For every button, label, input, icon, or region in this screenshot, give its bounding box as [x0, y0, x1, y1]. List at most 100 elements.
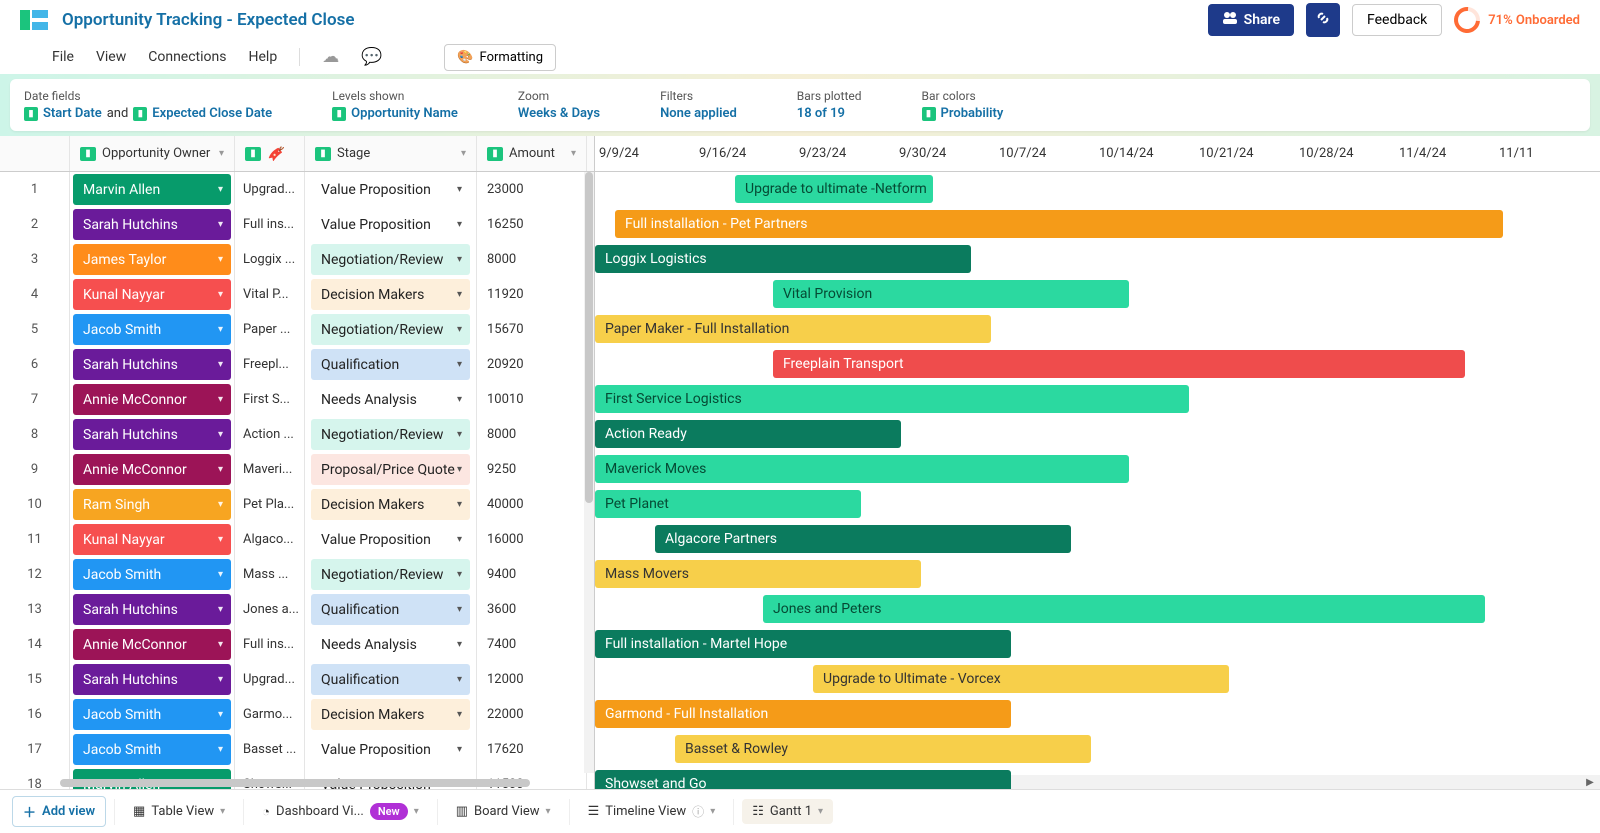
tab-dashboard-view[interactable]: ◔Dashboard Vi...New▾ [252, 798, 429, 825]
amount-cell[interactable]: 9400 [477, 557, 587, 592]
amount-cell[interactable]: 3600 [477, 592, 587, 627]
link-button[interactable] [1306, 3, 1340, 37]
col-header-tag[interactable]: ▮ 🔖 [235, 136, 305, 171]
owner-cell[interactable]: James Taylor▾ [70, 242, 235, 277]
horizontal-scrollbar-left[interactable] [60, 777, 594, 789]
desc-cell[interactable]: Upgrad... [235, 662, 305, 697]
desc-cell[interactable]: Paper ... [235, 312, 305, 347]
gantt-bar[interactable]: Algacore Partners [655, 525, 1071, 553]
col-header-owner[interactable]: ▮ Opportunity Owner ▾ [70, 136, 235, 171]
tab-gantt[interactable]: ☷Gantt 1▾ [742, 799, 833, 824]
filter-filters[interactable]: Filters None applied [660, 89, 737, 121]
menu-connections[interactable]: Connections [148, 49, 226, 65]
stage-cell[interactable]: Needs Analysis▾ [305, 627, 477, 662]
table-row[interactable]: 3James Taylor▾Loggix ...Negotiation/Revi… [0, 242, 594, 277]
amount-cell[interactable]: 16250 [477, 207, 587, 242]
stage-cell[interactable]: Decision Makers▾ [305, 277, 477, 312]
table-row[interactable]: 14Annie McConnor▾Full ins...Needs Analys… [0, 627, 594, 662]
owner-cell[interactable]: Jacob Smith▾ [70, 557, 235, 592]
gantt-bar[interactable]: Loggix Logistics [595, 245, 971, 273]
desc-cell[interactable]: Maveri... [235, 452, 305, 487]
gantt-bar[interactable]: Jones and Peters [763, 595, 1485, 623]
tab-timeline-view[interactable]: ☰Timeline Viewⓘ▾ [578, 798, 726, 825]
filter-date-fields[interactable]: Date fields ▮ Start Date and ▮ Expected … [24, 89, 272, 121]
amount-cell[interactable]: 10010 [477, 382, 587, 417]
amount-cell[interactable]: 12000 [477, 662, 587, 697]
table-body[interactable]: 1Marvin Allen▾Upgrad...Value Proposition… [0, 172, 594, 789]
table-row[interactable]: 15Sarah Hutchins▾Upgrad...Qualification▾… [0, 662, 594, 697]
owner-cell[interactable]: Marvin Allen▾ [70, 172, 235, 207]
amount-cell[interactable]: 8000 [477, 417, 587, 452]
filter-bar-colors[interactable]: Bar colors ▮Probability [922, 89, 1004, 121]
amount-cell[interactable]: 9250 [477, 452, 587, 487]
help-icon[interactable]: ⓘ [692, 803, 704, 820]
gantt-bar[interactable]: Showset and Go [595, 770, 1011, 789]
gantt-bar[interactable]: Paper Maker - Full Installation [595, 315, 991, 343]
table-row[interactable]: 2Sarah Hutchins▾Full ins...Value Proposi… [0, 207, 594, 242]
owner-cell[interactable]: Kunal Nayyar▾ [70, 277, 235, 312]
desc-cell[interactable]: Pet Pla... [235, 487, 305, 522]
amount-cell[interactable]: 20920 [477, 347, 587, 382]
desc-cell[interactable]: Full ins... [235, 627, 305, 662]
owner-cell[interactable]: Annie McConnor▾ [70, 382, 235, 417]
col-header-amount[interactable]: ▮ Amount ▾ [477, 136, 587, 171]
table-row[interactable]: 6Sarah Hutchins▾Freepl...Qualification▾2… [0, 347, 594, 382]
stage-cell[interactable]: Negotiation/Review▾ [305, 242, 477, 277]
desc-cell[interactable]: Action ... [235, 417, 305, 452]
owner-cell[interactable]: Ram Singh▾ [70, 487, 235, 522]
stage-cell[interactable]: Value Proposition▾ [305, 522, 477, 557]
onboard-indicator[interactable]: 71% Onboarded [1454, 7, 1580, 33]
scrollbar-thumb[interactable] [585, 172, 593, 503]
filter-bars-plotted[interactable]: Bars plotted 18 of 19 [797, 89, 862, 121]
share-button[interactable]: Share [1208, 4, 1294, 36]
menu-help[interactable]: Help [249, 49, 278, 65]
gantt-bar[interactable]: Maverick Moves [595, 455, 1129, 483]
stage-cell[interactable]: Needs Analysis▾ [305, 382, 477, 417]
table-row[interactable]: 8Sarah Hutchins▾Action ...Negotiation/Re… [0, 417, 594, 452]
amount-cell[interactable]: 22000 [477, 697, 587, 732]
owner-cell[interactable]: Annie McConnor▾ [70, 627, 235, 662]
owner-cell[interactable]: Jacob Smith▾ [70, 312, 235, 347]
owner-cell[interactable]: Jacob Smith▾ [70, 732, 235, 767]
gantt-bar[interactable]: Basset & Rowley [675, 735, 1091, 763]
gantt-bar[interactable]: First Service Logistics [595, 385, 1189, 413]
desc-cell[interactable]: Jones a... [235, 592, 305, 627]
desc-cell[interactable]: Vital P... [235, 277, 305, 312]
table-row[interactable]: 5Jacob Smith▾Paper ...Negotiation/Review… [0, 312, 594, 347]
desc-cell[interactable]: Algaco... [235, 522, 305, 557]
feedback-button[interactable]: Feedback [1352, 4, 1442, 36]
amount-cell[interactable]: 16000 [477, 522, 587, 557]
amount-cell[interactable]: 7400 [477, 627, 587, 662]
stage-cell[interactable]: Qualification▾ [305, 347, 477, 382]
gantt-bar[interactable]: Action Ready [595, 420, 901, 448]
filter-levels[interactable]: Levels shown ▮Opportunity Name [332, 89, 458, 121]
owner-cell[interactable]: Kunal Nayyar▾ [70, 522, 235, 557]
owner-cell[interactable]: Sarah Hutchins▾ [70, 347, 235, 382]
desc-cell[interactable]: Basset ... [235, 732, 305, 767]
desc-cell[interactable]: Mass ... [235, 557, 305, 592]
formatting-button[interactable]: 🎨 Formatting [444, 44, 556, 71]
scrollbar-thumb[interactable] [60, 779, 530, 787]
desc-cell[interactable]: Full ins... [235, 207, 305, 242]
stage-cell[interactable]: Negotiation/Review▾ [305, 417, 477, 452]
gantt-bar[interactable]: Vital Provision [773, 280, 1129, 308]
stage-cell[interactable]: Proposal/Price Quote▾ [305, 452, 477, 487]
menu-view[interactable]: View [96, 49, 126, 65]
stage-cell[interactable]: Value Proposition▾ [305, 207, 477, 242]
col-header-stage[interactable]: ▮ Stage ▾ [305, 136, 477, 171]
amount-cell[interactable]: 8000 [477, 242, 587, 277]
table-row[interactable]: 16Jacob Smith▾Garmo...Decision Makers▾22… [0, 697, 594, 732]
add-view-button[interactable]: ＋Add view [12, 796, 106, 827]
table-row[interactable]: 12Jacob Smith▾Mass ...Negotiation/Review… [0, 557, 594, 592]
owner-cell[interactable]: Sarah Hutchins▾ [70, 417, 235, 452]
gantt-bar[interactable]: Full installation - Pet Partners [615, 210, 1503, 238]
gantt-bar[interactable]: Garmond - Full Installation [595, 700, 1011, 728]
gantt-bar[interactable]: Freeplain Transport [773, 350, 1465, 378]
gantt-bar[interactable]: Upgrade to ultimate -Netform [735, 175, 933, 203]
stage-cell[interactable]: Qualification▾ [305, 592, 477, 627]
desc-cell[interactable]: Upgrad... [235, 172, 305, 207]
amount-cell[interactable]: 23000 [477, 172, 587, 207]
owner-cell[interactable]: Sarah Hutchins▾ [70, 207, 235, 242]
stage-cell[interactable]: Qualification▾ [305, 662, 477, 697]
gantt-bar[interactable]: Full installation - Martel Hope [595, 630, 1011, 658]
